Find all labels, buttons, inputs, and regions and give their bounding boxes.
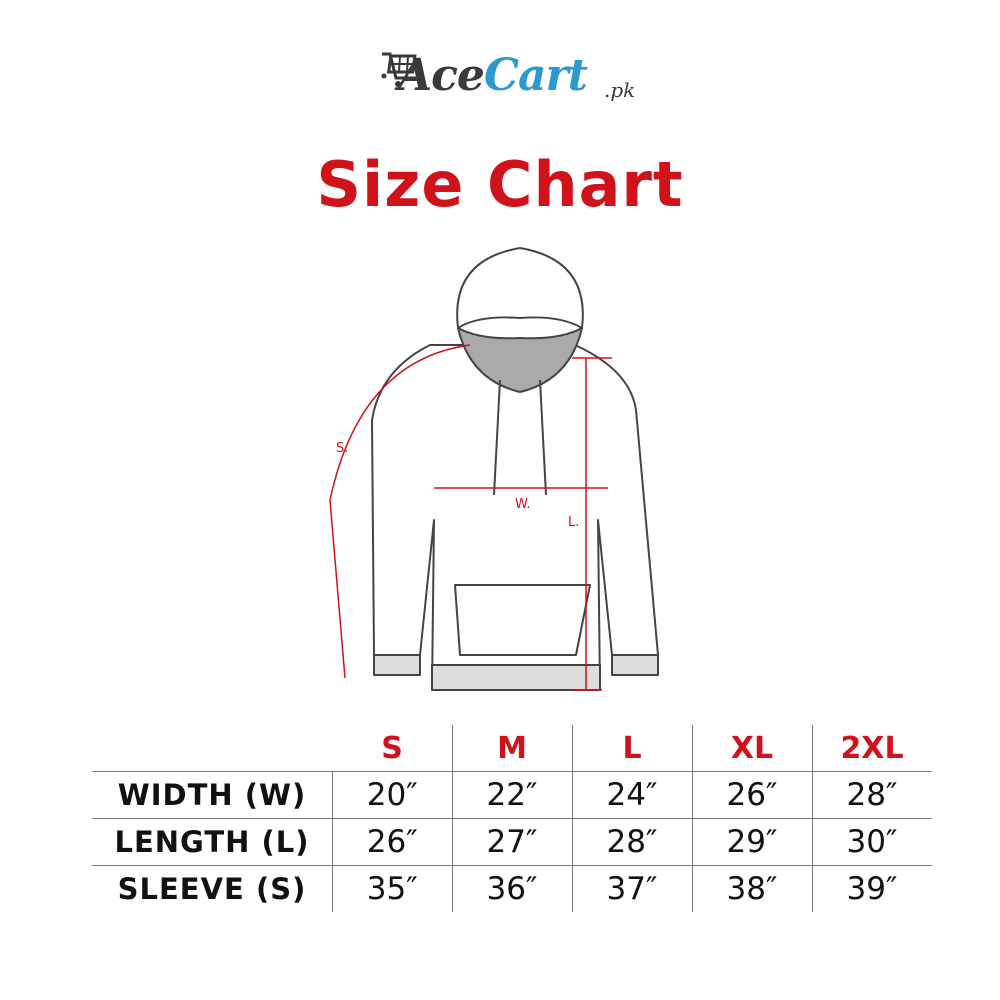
table-row-sleeve: SLEEVE (S) 35″ 36″ 37″ 38″ 39″ <box>92 865 932 912</box>
measure-cell: 37″ <box>571 865 692 912</box>
measure-cell: 36″ <box>451 865 572 912</box>
logo-suffix: .pk <box>604 78 636 102</box>
measure-cell: 28″ <box>811 771 932 819</box>
logo-text: AceCart <box>398 50 588 101</box>
measure-cell: 30″ <box>811 818 932 866</box>
size-table: S M L XL 2XL WIDTH (W) 20″ 22″ 24″ 26″ 2… <box>92 725 932 912</box>
measure-cell: 39″ <box>811 865 932 912</box>
measure-cell: 28″ <box>571 818 692 866</box>
size-header-row: S M L XL 2XL <box>92 725 932 772</box>
size-header: XL <box>691 725 812 772</box>
measure-cell: 26″ <box>332 818 452 866</box>
sleeve-measure-line <box>329 344 471 679</box>
page-title: Size Chart <box>316 148 684 221</box>
shopping-cart-icon <box>381 52 417 87</box>
table-row-width: WIDTH (W) 20″ 22″ 24″ 26″ 28″ <box>92 771 932 819</box>
row-label: SLEEVE (S) <box>92 865 333 912</box>
measure-cell: 22″ <box>451 771 572 819</box>
measure-cell: 26″ <box>691 771 812 819</box>
width-label: W. <box>515 497 531 512</box>
measure-cell: 29″ <box>691 818 812 866</box>
table-row-length: LENGTH (L) 26″ 27″ 28″ 29″ 30″ <box>92 818 932 866</box>
size-header: L <box>571 725 692 772</box>
measure-cell: 38″ <box>691 865 812 912</box>
row-label: LENGTH (L) <box>92 818 333 866</box>
size-header: M <box>451 725 572 772</box>
hoodie-hood <box>456 247 584 329</box>
hoodie-pocket <box>454 584 591 656</box>
length-label: L. <box>568 515 579 530</box>
measure-cell: 27″ <box>451 818 572 866</box>
measure-cell: 24″ <box>571 771 692 819</box>
empty-header-cell <box>92 725 333 772</box>
acecart-logo: AceCart .pk <box>380 48 680 118</box>
measure-cell: 35″ <box>332 865 452 912</box>
sleeve-label: S. <box>336 441 348 456</box>
size-header: S <box>381 730 403 766</box>
row-label: WIDTH (W) <box>92 771 333 819</box>
hoodie-diagram: S. W. L. <box>329 247 659 691</box>
size-header: 2XL <box>811 725 932 772</box>
measure-cell: 20″ <box>332 771 452 819</box>
